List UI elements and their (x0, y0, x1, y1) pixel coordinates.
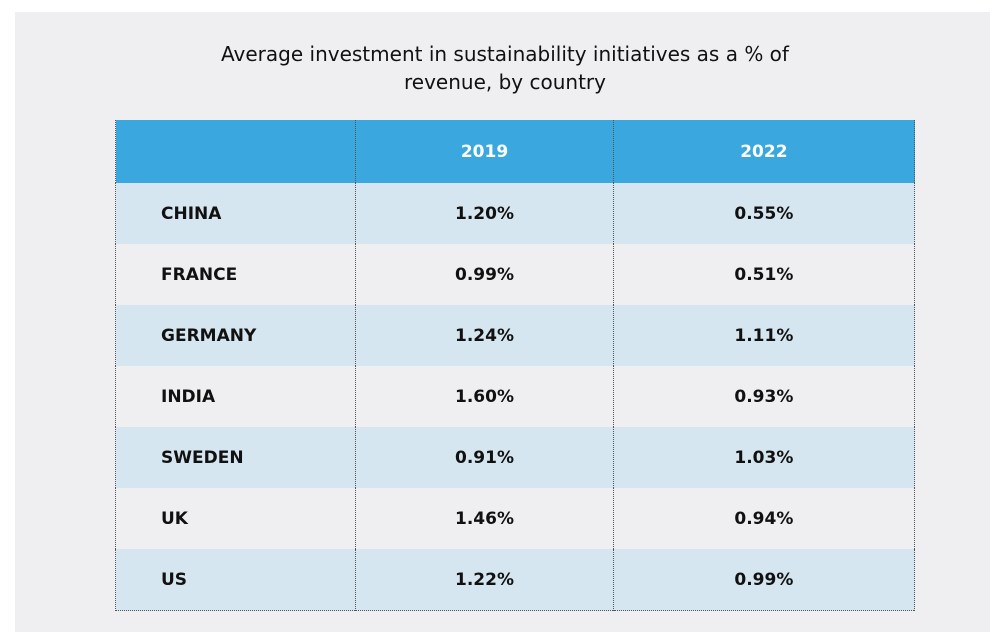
row-label: INDIA (115, 366, 356, 427)
cell: 0.99% (612, 549, 916, 611)
cell: 0.55% (612, 183, 916, 244)
row-label: UK (115, 488, 356, 549)
table-body: CHINA 1.20% 0.55% FRANCE 0.99% 0.51% GERMANY 1.… (115, 183, 916, 611)
row-label: FRANCE (115, 244, 356, 305)
cell: 0.51% (612, 244, 916, 305)
cell: 0.94% (612, 488, 916, 549)
cell: 0.93% (612, 366, 916, 427)
cell: 1.22% (355, 549, 614, 611)
cell: 1.11% (612, 305, 916, 366)
table-row: US 1.22% 0.99% (115, 549, 916, 611)
table-row: INDIA 1.60% 0.93% (115, 366, 916, 427)
column-header: 2022 (612, 120, 916, 183)
cell: 1.60% (355, 366, 614, 427)
cell: 0.91% (355, 427, 614, 488)
cell: 1.24% (355, 305, 614, 366)
cell: 1.20% (355, 183, 614, 244)
title: Average investment in sustainability ini… (221, 42, 789, 94)
header-row: 2019 2022 (115, 120, 916, 183)
header-corner (115, 120, 356, 183)
cell: 1.46% (355, 488, 614, 549)
table-row: CHINA 1.20% 0.55% (115, 183, 916, 244)
table-row: GERMANY 1.24% 1.11% (115, 305, 916, 366)
table-row: FRANCE 0.99% 0.51% (115, 244, 916, 305)
column-header: 2019 (355, 120, 614, 183)
row-label: CHINA (115, 183, 356, 244)
data-table: 2019 2022 CHINA 1.20% 0.55% FRANCE 0.99% 0.51%… (115, 120, 916, 611)
row-label: SWEDEN (115, 427, 356, 488)
cell: 1.03% (612, 427, 916, 488)
cell: 0.99% (355, 244, 614, 305)
row-label: US (115, 549, 356, 611)
row-label: GERMANY (115, 305, 356, 366)
table-row: SWEDEN 0.91% 1.03% (115, 427, 916, 488)
table-row: UK 1.46% 0.94% (115, 488, 916, 549)
